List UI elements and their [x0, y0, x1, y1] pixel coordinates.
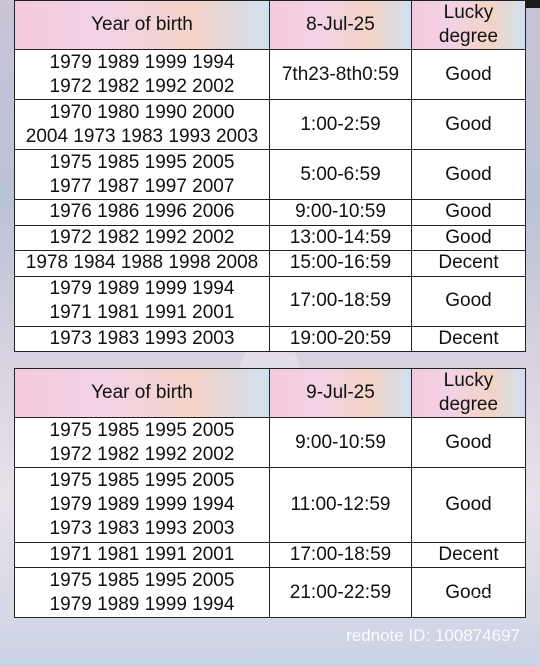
time-range-cell: 21:00-22:59 — [269, 567, 412, 618]
birth-years-line: 1973 1983 1993 2003 — [49, 517, 235, 539]
table-row: 1970 1980 1990 2000 2004 1973 1983 1993 2… — [14, 99, 526, 150]
time-range-cell: 17:00-18:59 — [269, 541, 412, 568]
table-row: 1975 1985 1995 2005 1972 1982 1992 2002 9:… — [14, 417, 526, 468]
birth-years-line: 1972 1982 1992 2002 — [49, 443, 235, 465]
time-range-cell: 17:00-18:59 — [269, 275, 412, 327]
lucky-degree-cell: Good — [411, 567, 526, 618]
birth-years-line: 1977 1987 1997 2007 — [49, 175, 235, 197]
watermark-id: rednote ID: 100874697 — [346, 626, 520, 645]
birth-years-line: 1976 1986 1996 2006 — [49, 201, 235, 223]
lucky-degree-cell: Good — [411, 224, 526, 251]
birth-years-line: 1979 1989 1999 1994 — [49, 593, 235, 615]
birth-years-cell: 1970 1980 1990 2000 2004 1973 1983 1993 2… — [14, 99, 270, 150]
lucky-degree-cell: Good — [411, 417, 526, 468]
header-date: 9-Jul-25 — [269, 368, 412, 418]
table-row: 1976 1986 1996 2006 9:00-10:59 Good — [14, 199, 526, 226]
birth-years-cell: 1975 1985 1995 2005 1972 1982 1992 2002 — [14, 417, 270, 468]
table-row: 1978 1984 1988 1998 2008 15:00-16:59 Decen… — [14, 250, 526, 277]
birth-years-cell: 1978 1984 1988 1998 2008 — [14, 250, 270, 277]
time-range-cell: 5:00-6:59 — [269, 149, 412, 200]
table-header-row: Year of birth 8-Jul-25 Lucky degree — [14, 0, 526, 50]
birth-years-line: 2004 1973 1983 1993 2003 — [25, 125, 259, 147]
lucky-degree-cell: Decent — [411, 325, 526, 352]
birth-years-cell: 1975 1985 1995 2005 1979 1989 1999 1994 — [14, 567, 270, 618]
lucky-degree-cell: Good — [411, 149, 526, 200]
time-range-cell: 19:00-20:59 — [269, 325, 412, 352]
birth-years-cell: 1975 1985 1995 2005 1979 1989 1999 1994 19… — [14, 467, 270, 543]
time-range-cell: 9:00-10:59 — [269, 199, 412, 226]
birth-years-line: 1975 1985 1995 2005 — [49, 419, 235, 441]
birth-years-line: 1975 1985 1995 2005 — [49, 151, 235, 173]
birth-years-line: 1972 1982 1992 2002 — [49, 75, 235, 97]
lucky-degree-cell: Good — [411, 49, 526, 100]
birth-years-cell: 1973 1983 1993 2003 — [14, 325, 270, 352]
rednote-logo-icon — [472, 594, 520, 616]
birth-years-line: 1972 1982 1992 2002 — [49, 226, 235, 248]
birth-years-cell: 1979 1989 1999 1994 1972 1982 1992 2002 — [14, 49, 270, 100]
header-date: 8-Jul-25 — [269, 0, 412, 50]
time-range-cell: 13:00-14:59 — [269, 224, 412, 251]
header-lucky-degree: Lucky degree — [411, 368, 526, 418]
table-row: 1975 1985 1995 2005 1979 1989 1999 1994 19… — [14, 467, 526, 543]
table-row: 1975 1985 1995 2005 1979 1989 1999 1994 21… — [14, 567, 526, 618]
birth-years-line: 1975 1985 1995 2005 — [49, 469, 235, 491]
birth-years-line: 1975 1985 1995 2005 — [49, 569, 235, 591]
time-range-cell: 7th23-8th0:59 — [269, 49, 412, 100]
lucky-degree-cell: Good — [411, 275, 526, 327]
table-row: 1971 1981 1991 2001 17:00-18:59 Decent — [14, 541, 526, 568]
birth-years-line: 1979 1989 1999 1994 — [49, 278, 235, 299]
time-range-cell: 9:00-10:59 — [269, 417, 412, 468]
table-row: 1972 1982 1992 2002 13:00-14:59 Good — [14, 224, 526, 251]
table-row: 1979 1989 1999 1994 1972 1982 1992 2002 7t… — [14, 49, 526, 100]
birth-years-line: 1979 1989 1999 1994 — [49, 51, 235, 73]
table-row: 1973 1983 1993 2003 19:00-20:59 Decent — [14, 325, 526, 352]
table-row: 1975 1985 1995 2005 1977 1987 1997 2007 5:… — [14, 149, 526, 200]
lucky-table-jul-9: Year of birth 9-Jul-25 Lucky degree 1975… — [14, 368, 526, 618]
birth-years-cell: 1976 1986 1996 2006 — [14, 199, 270, 226]
birth-years-cell: 1971 1981 1991 2001 — [14, 541, 270, 568]
header-lucky-degree: Lucky degree — [411, 0, 526, 50]
birth-years-line: 1971 1981 1991 2001 — [49, 302, 235, 323]
lucky-degree-cell: Good — [411, 467, 526, 543]
lucky-degree-cell: Decent — [411, 541, 526, 568]
birth-years-cell: 1972 1982 1992 2002 — [14, 224, 270, 251]
birth-years-line: 1978 1984 1988 1998 2008 — [25, 252, 259, 274]
table-row: 1979 1989 1999 1994 1971 1981 1991 2001 17… — [14, 275, 526, 327]
table-header-row: Year of birth 9-Jul-25 Lucky degree — [14, 368, 526, 418]
birth-years-cell: 1975 1985 1995 2005 1977 1987 1997 2007 — [14, 149, 270, 200]
birth-years-cell: 1979 1989 1999 1994 1971 1981 1991 2001 — [14, 275, 270, 327]
lucky-degree-cell: Decent — [411, 250, 526, 277]
lucky-degree-cell: Good — [411, 99, 526, 150]
birth-years-line: 1970 1980 1990 2000 — [49, 101, 235, 123]
time-range-cell: 11:00-12:59 — [269, 467, 412, 543]
time-range-cell: 15:00-16:59 — [269, 250, 412, 277]
header-year-of-birth: Year of birth — [14, 368, 270, 418]
birth-years-line: 1973 1983 1993 2003 — [49, 327, 235, 349]
header-year-of-birth: Year of birth — [14, 0, 270, 50]
birth-years-line: 1979 1989 1999 1994 — [49, 493, 235, 515]
lucky-table-jul-8: Year of birth 8-Jul-25 Lucky degree 1979… — [14, 0, 526, 352]
time-range-cell: 1:00-2:59 — [269, 99, 412, 150]
lucky-degree-cell: Good — [411, 199, 526, 226]
birth-years-line: 1971 1981 1991 2001 — [49, 543, 235, 565]
